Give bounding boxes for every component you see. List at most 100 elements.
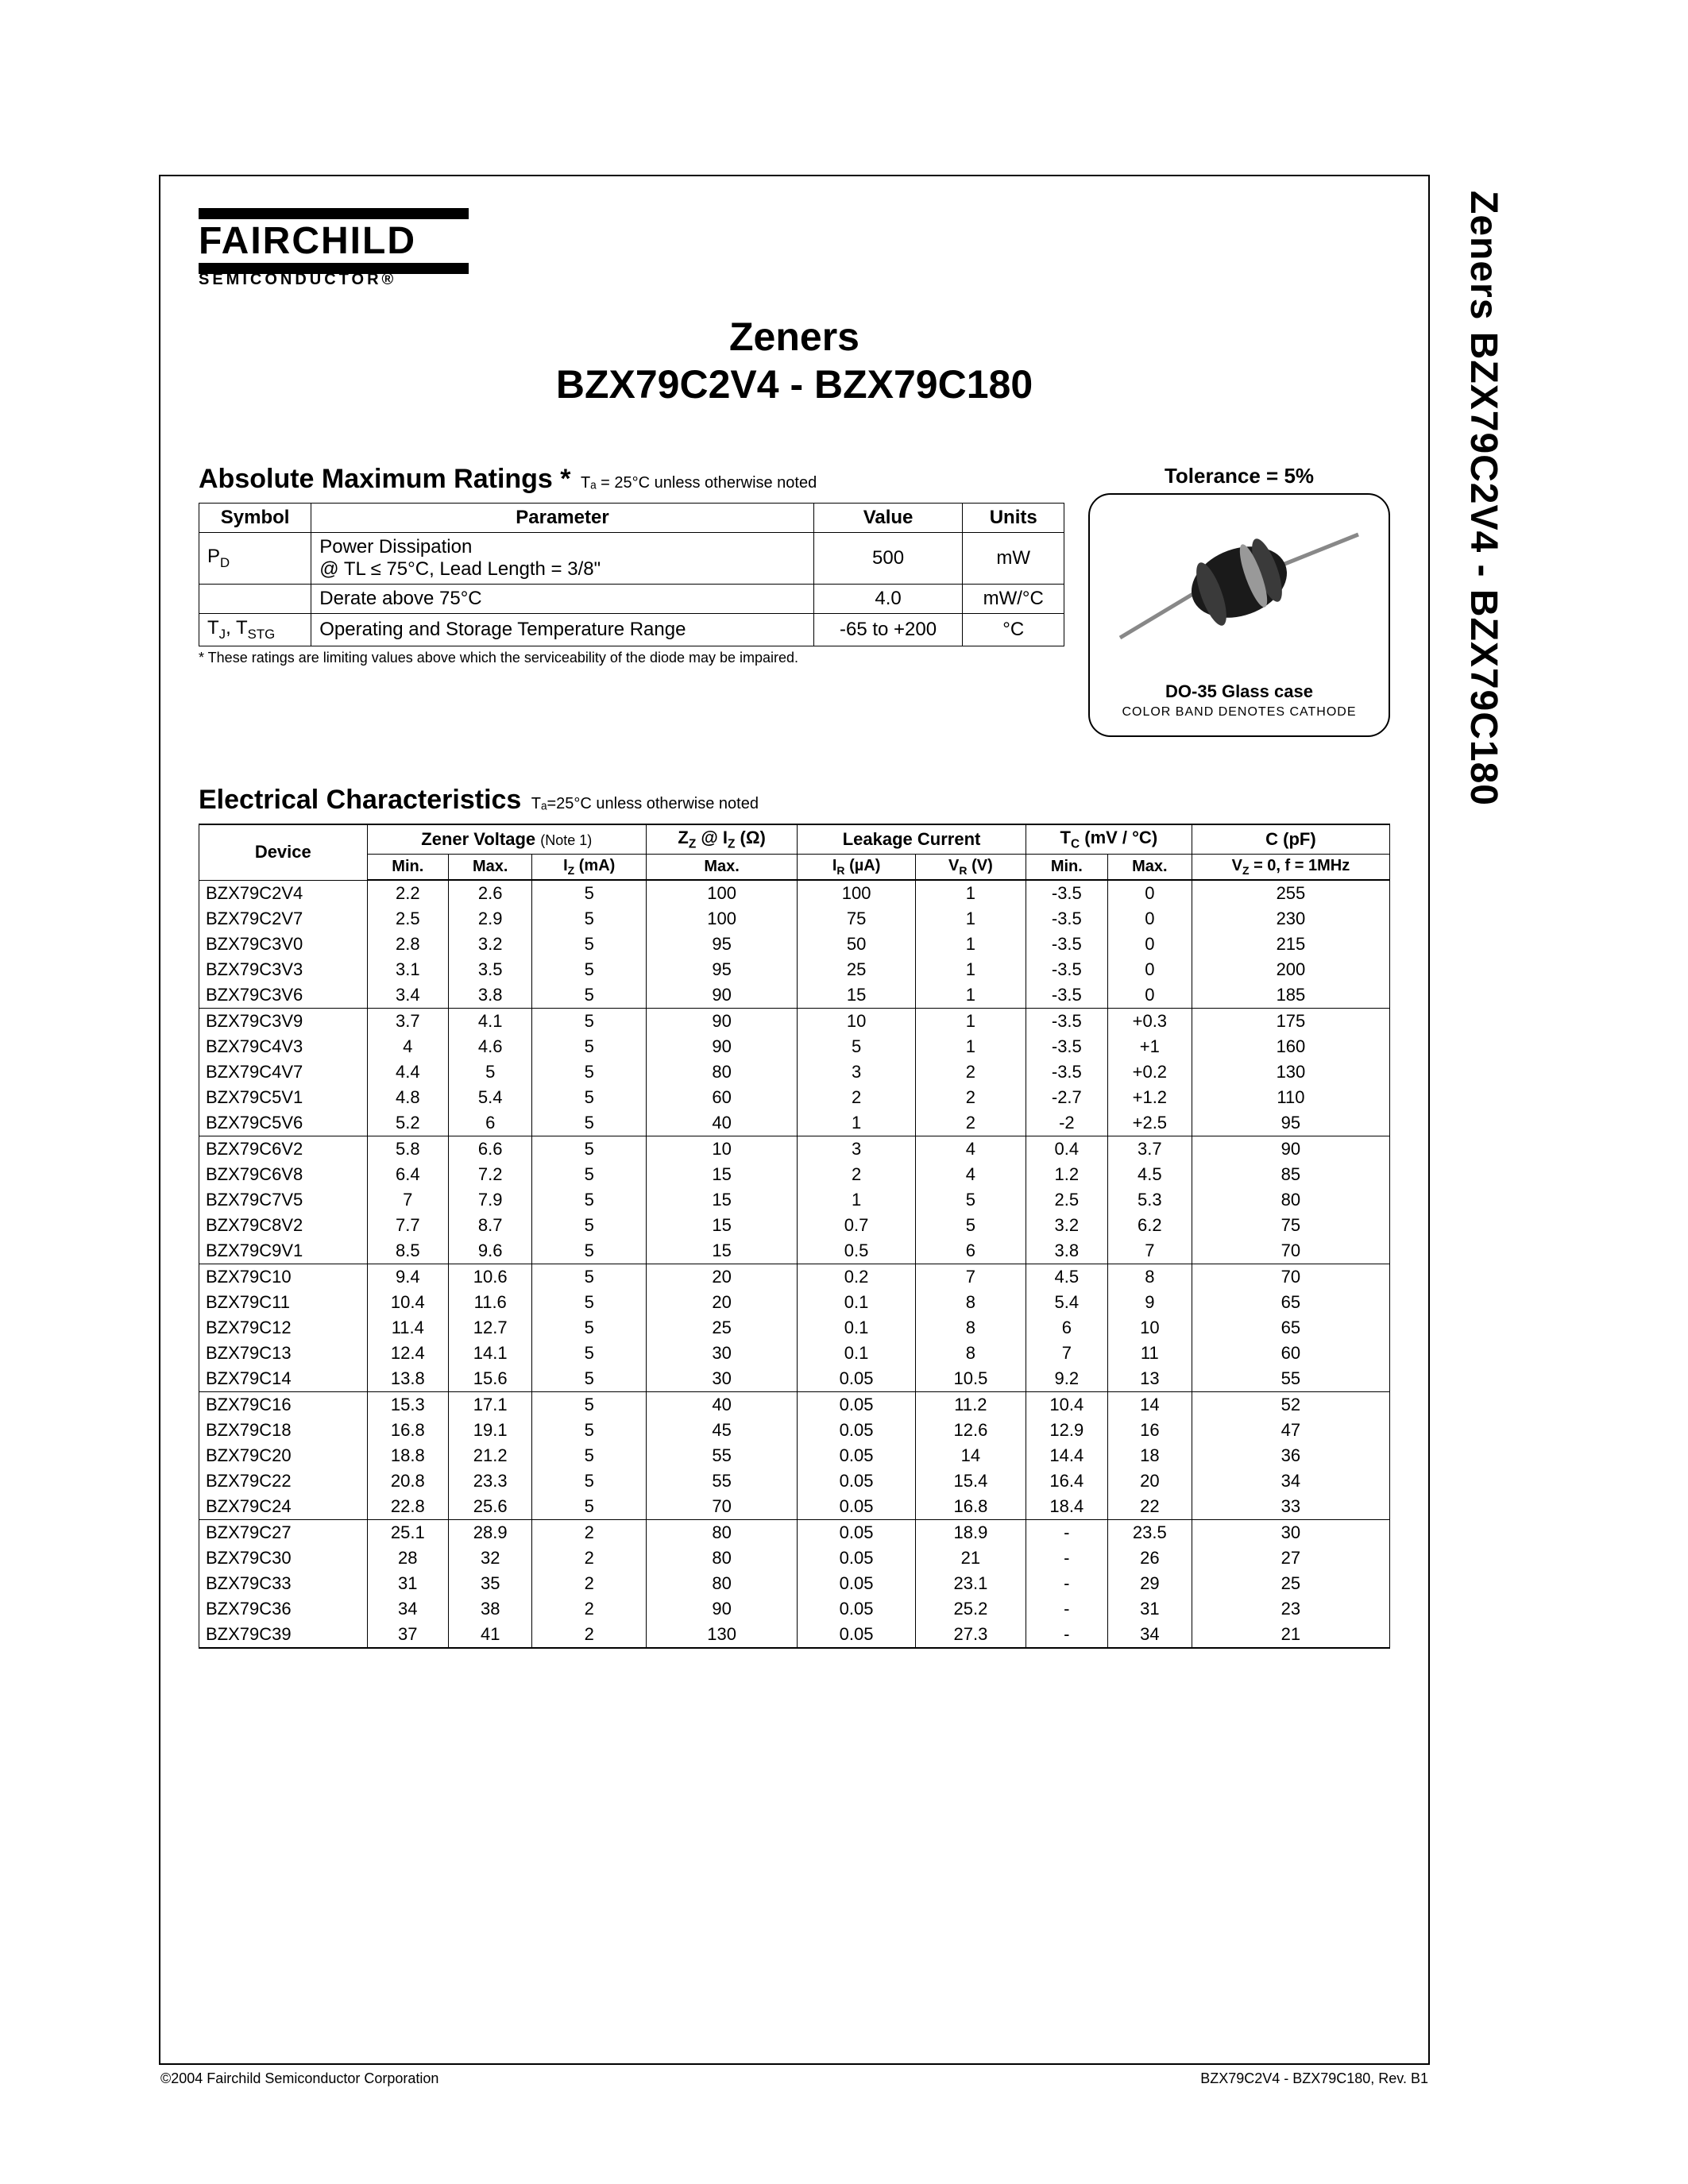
value-cell: 34 bbox=[1192, 1468, 1389, 1494]
value-cell: 90 bbox=[646, 982, 797, 1009]
value-cell: +0.3 bbox=[1107, 1009, 1192, 1035]
value-cell: 80 bbox=[646, 1520, 797, 1546]
value-cell: 0 bbox=[1107, 906, 1192, 932]
ratings-param: Power Dissipation@ TL ≤ 75°C, Lead Lengt… bbox=[311, 533, 813, 585]
value-cell: 29 bbox=[1107, 1571, 1192, 1596]
value-cell: -3.5 bbox=[1026, 932, 1107, 957]
value-cell: 7 bbox=[915, 1264, 1026, 1291]
value-cell: 5 bbox=[532, 1162, 647, 1187]
value-cell: +2.5 bbox=[1107, 1110, 1192, 1136]
value-cell: 36 bbox=[1192, 1443, 1389, 1468]
value-cell: 65 bbox=[1192, 1315, 1389, 1341]
value-cell: 5 bbox=[532, 1136, 647, 1163]
value-cell: 2 bbox=[915, 1059, 1026, 1085]
value-cell: 3.5 bbox=[449, 957, 532, 982]
value-cell: 5 bbox=[798, 1034, 916, 1059]
elec-note: Tₐ=25°C unless otherwise noted bbox=[531, 795, 759, 812]
ratings-value: 4.0 bbox=[813, 585, 963, 614]
value-cell: 47 bbox=[1192, 1418, 1389, 1443]
value-cell: 9 bbox=[1107, 1290, 1192, 1315]
package-label: DO-35 Glass case bbox=[1106, 681, 1373, 702]
value-cell: 16.8 bbox=[367, 1418, 448, 1443]
value-cell: 70 bbox=[1192, 1238, 1389, 1264]
electrical-table: DeviceZener Voltage (Note 1)ZZ @ IZ (Ω)L… bbox=[199, 824, 1390, 1649]
value-cell: 0.05 bbox=[798, 1571, 916, 1596]
value-cell: 2 bbox=[532, 1571, 647, 1596]
device-cell: BZX79C30 bbox=[199, 1545, 368, 1571]
value-cell: 5 bbox=[532, 1213, 647, 1238]
elec-header: C (pF) bbox=[1192, 824, 1389, 855]
value-cell: 1 bbox=[915, 957, 1026, 982]
device-cell: BZX79C14 bbox=[199, 1366, 368, 1392]
device-cell: BZX79C13 bbox=[199, 1341, 368, 1366]
value-cell: 2.8 bbox=[367, 932, 448, 957]
value-cell: 15 bbox=[646, 1162, 797, 1187]
value-cell: -2.7 bbox=[1026, 1085, 1107, 1110]
value-cell: 0.1 bbox=[798, 1315, 916, 1341]
value-cell: 20 bbox=[646, 1264, 797, 1291]
value-cell: -3.5 bbox=[1026, 1059, 1107, 1085]
value-cell: 1 bbox=[798, 1110, 916, 1136]
value-cell: 35 bbox=[449, 1571, 532, 1596]
value-cell: 2.9 bbox=[449, 906, 532, 932]
value-cell: 12.7 bbox=[449, 1315, 532, 1341]
device-cell: BZX79C3V6 bbox=[199, 982, 368, 1009]
package-sub: COLOR BAND DENOTES CATHODE bbox=[1106, 705, 1373, 720]
value-cell: 5 bbox=[532, 1468, 647, 1494]
value-cell: 0.4 bbox=[1026, 1136, 1107, 1163]
value-cell: 41 bbox=[449, 1622, 532, 1648]
ratings-table: SymbolParameterValueUnitsPDPower Dissipa… bbox=[199, 503, 1064, 646]
value-cell: 15.3 bbox=[367, 1392, 448, 1418]
value-cell: 5 bbox=[532, 1315, 647, 1341]
value-cell: 0.05 bbox=[798, 1494, 916, 1520]
value-cell: 5 bbox=[532, 1290, 647, 1315]
value-cell: 0.1 bbox=[798, 1290, 916, 1315]
main-title: Zeners BZX79C2V4 - BZX79C180 bbox=[199, 313, 1390, 408]
value-cell: 2.5 bbox=[1026, 1187, 1107, 1213]
value-cell: 0.05 bbox=[798, 1520, 916, 1546]
value-cell: 3.7 bbox=[367, 1009, 448, 1035]
value-cell: 7.9 bbox=[449, 1187, 532, 1213]
value-cell: 30 bbox=[646, 1366, 797, 1392]
value-cell: 25 bbox=[1192, 1571, 1389, 1596]
value-cell: 9.4 bbox=[367, 1264, 448, 1291]
value-cell: 18.4 bbox=[1026, 1494, 1107, 1520]
value-cell: 40 bbox=[646, 1392, 797, 1418]
value-cell: 2 bbox=[532, 1596, 647, 1622]
value-cell: 26 bbox=[1107, 1545, 1192, 1571]
logo-brand: FAIRCHILD bbox=[199, 219, 1390, 263]
value-cell: 20 bbox=[646, 1290, 797, 1315]
value-cell: 55 bbox=[1192, 1366, 1389, 1392]
value-cell: 185 bbox=[1192, 982, 1389, 1009]
footer-left: ©2004 Fairchild Semiconductor Corporatio… bbox=[160, 2070, 438, 2087]
value-cell: 23.5 bbox=[1107, 1520, 1192, 1546]
value-cell: 0 bbox=[1107, 982, 1192, 1009]
value-cell: 18 bbox=[1107, 1443, 1192, 1468]
elec-header: TC (mV / °C) bbox=[1026, 824, 1192, 855]
value-cell: 50 bbox=[798, 932, 916, 957]
value-cell: - bbox=[1026, 1596, 1107, 1622]
device-cell: BZX79C4V7 bbox=[199, 1059, 368, 1085]
device-cell: BZX79C20 bbox=[199, 1443, 368, 1468]
value-cell: 8 bbox=[915, 1315, 1026, 1341]
value-cell: 5 bbox=[532, 1110, 647, 1136]
device-cell: BZX79C6V2 bbox=[199, 1136, 368, 1163]
value-cell: 1 bbox=[915, 982, 1026, 1009]
value-cell: 10 bbox=[798, 1009, 916, 1035]
value-cell: -3.5 bbox=[1026, 1009, 1107, 1035]
value-cell: 6 bbox=[1026, 1315, 1107, 1341]
value-cell: -3.5 bbox=[1026, 906, 1107, 932]
value-cell: 3.2 bbox=[449, 932, 532, 957]
value-cell: 3.8 bbox=[1026, 1238, 1107, 1264]
value-cell: 15.4 bbox=[915, 1468, 1026, 1494]
elec-header: Min. bbox=[367, 855, 448, 881]
value-cell: 75 bbox=[798, 906, 916, 932]
device-cell: BZX79C18 bbox=[199, 1418, 368, 1443]
value-cell: 18.8 bbox=[367, 1443, 448, 1468]
value-cell: 22 bbox=[1107, 1494, 1192, 1520]
device-cell: BZX79C2V4 bbox=[199, 880, 368, 906]
value-cell: 6.2 bbox=[1107, 1213, 1192, 1238]
value-cell: 80 bbox=[646, 1059, 797, 1085]
value-cell: +1.2 bbox=[1107, 1085, 1192, 1110]
value-cell: 1.2 bbox=[1026, 1162, 1107, 1187]
